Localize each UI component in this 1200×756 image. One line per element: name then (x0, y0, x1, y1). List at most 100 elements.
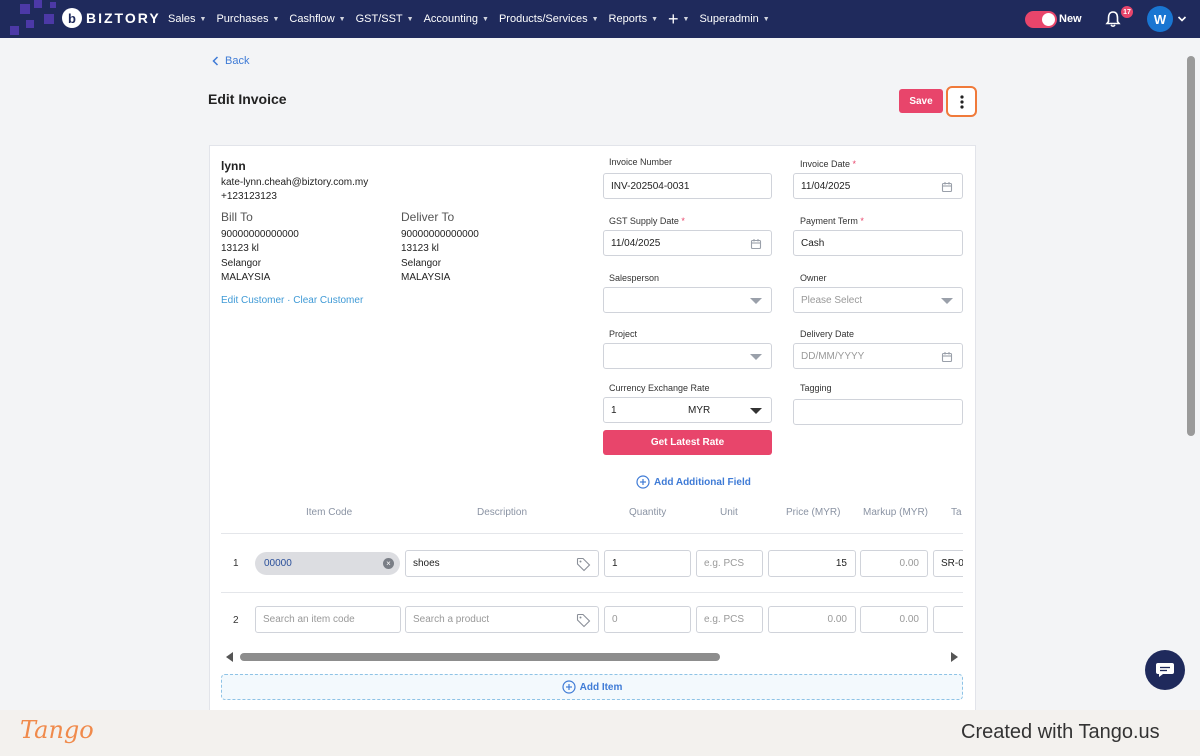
bell-icon[interactable] (1105, 10, 1121, 28)
item-code-chip[interactable]: 00000 × (255, 552, 400, 575)
tagging-input[interactable] (793, 399, 963, 425)
currency-code[interactable]: MYR (688, 405, 711, 416)
add-additional-field-link[interactable]: Add Additional Field (636, 475, 751, 489)
project-select[interactable] (603, 343, 772, 369)
edit-customer-link[interactable]: Edit Customer (221, 295, 285, 306)
menu-purchases[interactable]: Purchases ▼ (216, 13, 279, 25)
quantity-input[interactable]: 0 (604, 606, 691, 633)
scroll-left-arrow-icon[interactable] (226, 652, 233, 662)
project-label: Project (609, 329, 638, 339)
add-field-label: Add Additional Field (654, 476, 751, 488)
tagging-label: Tagging (800, 383, 832, 393)
owner-select[interactable]: Please Select (793, 287, 963, 313)
bill-to-line: Selangor (221, 258, 262, 269)
description-value: shoes (413, 558, 440, 569)
deliver-to-line: 90000000000000 (401, 229, 479, 240)
product-search-input[interactable]: Search a product (405, 606, 599, 633)
currency-rate-input[interactable]: 1 MYR (603, 397, 772, 423)
caret-down-icon: ▼ (591, 15, 599, 23)
deliver-to-line: 13123 kl (401, 243, 439, 254)
invoice-number-input[interactable]: INV-202504-0031 (603, 173, 772, 199)
payment-term-input[interactable]: Cash (793, 230, 963, 256)
delivery-date-input[interactable]: DD/MM/YYYY (793, 343, 963, 369)
invoice-date-input[interactable]: 11/04/2025 (793, 173, 963, 199)
get-latest-rate-button[interactable]: Get Latest Rate (603, 430, 772, 455)
caret-down-icon: ▼ (272, 15, 280, 23)
menu-label: Accounting (423, 13, 479, 25)
more-options-button[interactable] (946, 86, 977, 117)
tango-credit: Created with Tango.us (961, 721, 1160, 743)
column-header-price: Price (MYR) (786, 507, 841, 518)
plus-icon: + (668, 9, 679, 29)
salesperson-label: Salesperson (609, 273, 660, 283)
unit-input[interactable]: e.g. PCS (696, 606, 763, 633)
menu-label: Cashflow (289, 13, 335, 25)
menu-quick-add[interactable]: + ▼ (668, 10, 689, 28)
required-marker: * (852, 159, 857, 169)
label-text: GST Supply Date (609, 216, 679, 226)
menu-superadmin[interactable]: Superadmin ▼ (699, 13, 769, 25)
item-code-search-input[interactable]: Search an item code (255, 606, 401, 633)
tango-footer (0, 710, 1200, 756)
back-link[interactable]: Back (212, 55, 249, 67)
select-placeholder: Please Select (801, 294, 863, 306)
bill-to-line: 13123 kl (221, 243, 259, 254)
gst-supply-date-label: GST Supply Date * (609, 216, 685, 226)
menu-products-services[interactable]: Products/Services ▼ (499, 13, 599, 25)
tax-select[interactable]: SR-0 (933, 550, 963, 577)
chat-button[interactable] (1145, 650, 1185, 690)
caret-down-icon: ▼ (406, 15, 414, 23)
chat-icon (1156, 663, 1174, 677)
save-button[interactable]: Save (899, 89, 943, 113)
column-header-markup: Markup (MYR) (863, 507, 929, 518)
menu-cashflow[interactable]: Cashflow ▼ (289, 13, 345, 25)
tax-select[interactable] (933, 606, 963, 633)
menu-sales[interactable]: Sales ▼ (168, 13, 206, 25)
customer-actions: Edit Customer · Clear Customer (221, 295, 363, 306)
price-input[interactable]: 15 (768, 550, 856, 577)
description-input[interactable]: shoes (405, 550, 599, 577)
menu-accounting[interactable]: Accounting ▼ (424, 13, 489, 25)
menu-reports[interactable]: Reports ▼ (609, 13, 658, 25)
page-scrollbar[interactable] (1187, 56, 1195, 436)
markup-input[interactable]: 0.00 (860, 550, 928, 577)
quantity-input[interactable]: 1 (604, 550, 691, 577)
menu-label: Sales (168, 13, 196, 25)
page-title: Edit Invoice (208, 91, 287, 107)
add-item-button[interactable]: Add Item (221, 674, 963, 700)
caret-down-icon: ▼ (338, 15, 346, 23)
scrollbar-thumb[interactable] (240, 653, 720, 661)
brand-logo[interactable]: b BIZTORY (62, 8, 161, 28)
salesperson-select[interactable] (603, 287, 772, 313)
tag-icon[interactable] (576, 557, 591, 572)
tag-icon[interactable] (576, 613, 591, 628)
caret-down-icon: ▼ (682, 15, 690, 23)
chevron-left-icon (212, 56, 219, 66)
menu-label: Reports (608, 13, 648, 25)
calendar-icon (941, 352, 953, 363)
label-text: Payment Term (800, 216, 858, 226)
required-marker: * (681, 216, 685, 226)
chevron-down-icon[interactable] (1177, 14, 1187, 24)
column-header-tax: Ta (951, 507, 962, 518)
caret-down-icon: ▼ (762, 15, 770, 23)
unit-input[interactable]: e.g. PCS (696, 550, 763, 577)
column-header-item-code: Item Code (306, 507, 353, 518)
gst-supply-date-input[interactable]: 11/04/2025 (603, 230, 772, 256)
customer-email: kate-lynn.cheah@biztory.com.my (221, 177, 369, 188)
dropdown-arrow-icon (750, 408, 762, 414)
price-input[interactable]: 0.00 (768, 606, 856, 633)
scroll-right-arrow-icon[interactable] (951, 652, 958, 662)
markup-input[interactable]: 0.00 (860, 606, 928, 633)
invoice-date-label: Invoice Date * (800, 159, 856, 169)
clear-icon[interactable]: × (383, 558, 394, 569)
bill-to-heading: Bill To (221, 210, 253, 224)
new-ui-toggle[interactable] (1025, 11, 1057, 28)
clear-customer-link[interactable]: Clear Customer (293, 295, 364, 306)
invoice-number-label: Invoice Number (609, 157, 672, 167)
customer-name: lynn (221, 159, 246, 173)
user-avatar[interactable]: W (1147, 6, 1173, 32)
table-divider (221, 533, 963, 534)
date-value: 11/04/2025 (801, 180, 851, 192)
menu-gst-sst[interactable]: GST/SST ▼ (356, 13, 414, 25)
